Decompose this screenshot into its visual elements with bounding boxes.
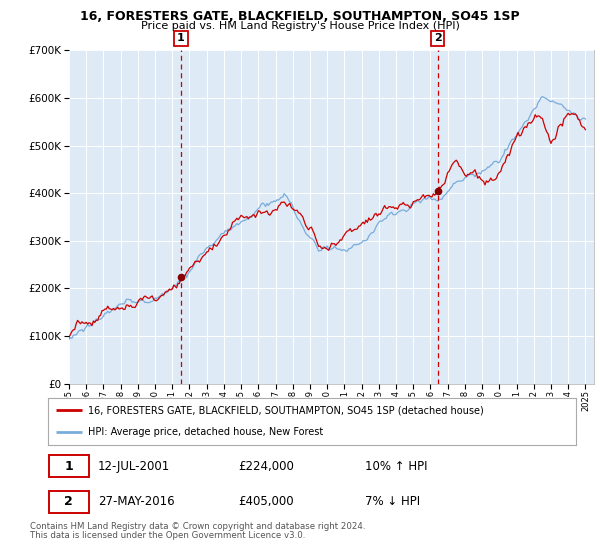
Text: 2: 2 — [64, 495, 73, 508]
Text: 1: 1 — [64, 460, 73, 473]
Text: 16, FORESTERS GATE, BLACKFIELD, SOUTHAMPTON, SO45 1SP: 16, FORESTERS GATE, BLACKFIELD, SOUTHAMP… — [80, 10, 520, 23]
FancyBboxPatch shape — [49, 491, 89, 512]
Text: Price paid vs. HM Land Registry's House Price Index (HPI): Price paid vs. HM Land Registry's House … — [140, 21, 460, 31]
Text: 12-JUL-2001: 12-JUL-2001 — [98, 460, 170, 473]
Text: This data is licensed under the Open Government Licence v3.0.: This data is licensed under the Open Gov… — [30, 531, 305, 540]
Text: HPI: Average price, detached house, New Forest: HPI: Average price, detached house, New … — [88, 427, 323, 437]
Text: Contains HM Land Registry data © Crown copyright and database right 2024.: Contains HM Land Registry data © Crown c… — [30, 522, 365, 531]
Text: 16, FORESTERS GATE, BLACKFIELD, SOUTHAMPTON, SO45 1SP (detached house): 16, FORESTERS GATE, BLACKFIELD, SOUTHAMP… — [88, 405, 484, 416]
Text: £405,000: £405,000 — [238, 495, 294, 508]
Text: 1: 1 — [177, 34, 185, 44]
Text: 7% ↓ HPI: 7% ↓ HPI — [365, 495, 420, 508]
Text: 10% ↑ HPI: 10% ↑ HPI — [365, 460, 427, 473]
Text: 2: 2 — [434, 34, 442, 44]
Text: 27-MAY-2016: 27-MAY-2016 — [98, 495, 175, 508]
FancyBboxPatch shape — [49, 455, 89, 477]
Text: £224,000: £224,000 — [238, 460, 294, 473]
